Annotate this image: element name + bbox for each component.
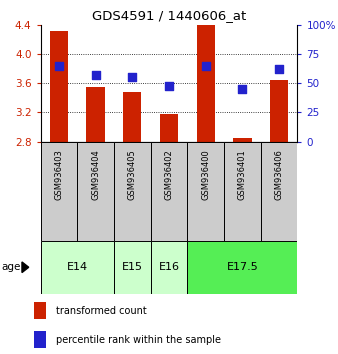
Point (56, 63, 62, 68)
Bar (187, 142, 224, 241)
Point (240, 86, 245, 92)
Text: GDS4591 / 1440606_at: GDS4591 / 1440606_at (92, 9, 246, 22)
Bar (160, 114, 178, 142)
Point (203, 63, 209, 68)
Text: GSM936404: GSM936404 (91, 149, 100, 200)
Bar (50, 32, 68, 142)
Text: GSM936400: GSM936400 (201, 149, 210, 200)
Text: GSM936405: GSM936405 (128, 149, 137, 200)
Polygon shape (22, 262, 29, 273)
Bar (34, 331, 46, 348)
Text: GSM936401: GSM936401 (238, 149, 247, 200)
Bar (187, 241, 297, 294)
Bar (151, 142, 187, 241)
Bar (34, 302, 46, 319)
Text: GSM936406: GSM936406 (274, 149, 284, 200)
Bar (233, 138, 251, 142)
Text: E17.5: E17.5 (226, 262, 258, 272)
Text: transformed count: transformed count (56, 306, 146, 316)
Text: GSM936403: GSM936403 (54, 149, 64, 200)
Bar (41, 142, 77, 241)
Bar (151, 241, 187, 294)
Bar (224, 142, 261, 241)
Text: E15: E15 (122, 262, 143, 272)
Text: E16: E16 (159, 262, 179, 272)
Bar (196, 20, 215, 142)
Bar (261, 142, 297, 241)
Text: percentile rank within the sample: percentile rank within the sample (56, 335, 221, 344)
Point (166, 83, 172, 88)
Bar (41, 241, 114, 294)
Point (129, 75, 135, 80)
Point (276, 66, 282, 72)
Bar (123, 92, 142, 142)
Bar (114, 241, 151, 294)
Text: age: age (2, 262, 21, 272)
Text: E14: E14 (67, 262, 88, 272)
Bar (270, 80, 288, 142)
Bar (77, 142, 114, 241)
Text: GSM936402: GSM936402 (165, 149, 173, 200)
Bar (114, 142, 151, 241)
Bar (87, 87, 105, 142)
Point (93, 72, 98, 78)
